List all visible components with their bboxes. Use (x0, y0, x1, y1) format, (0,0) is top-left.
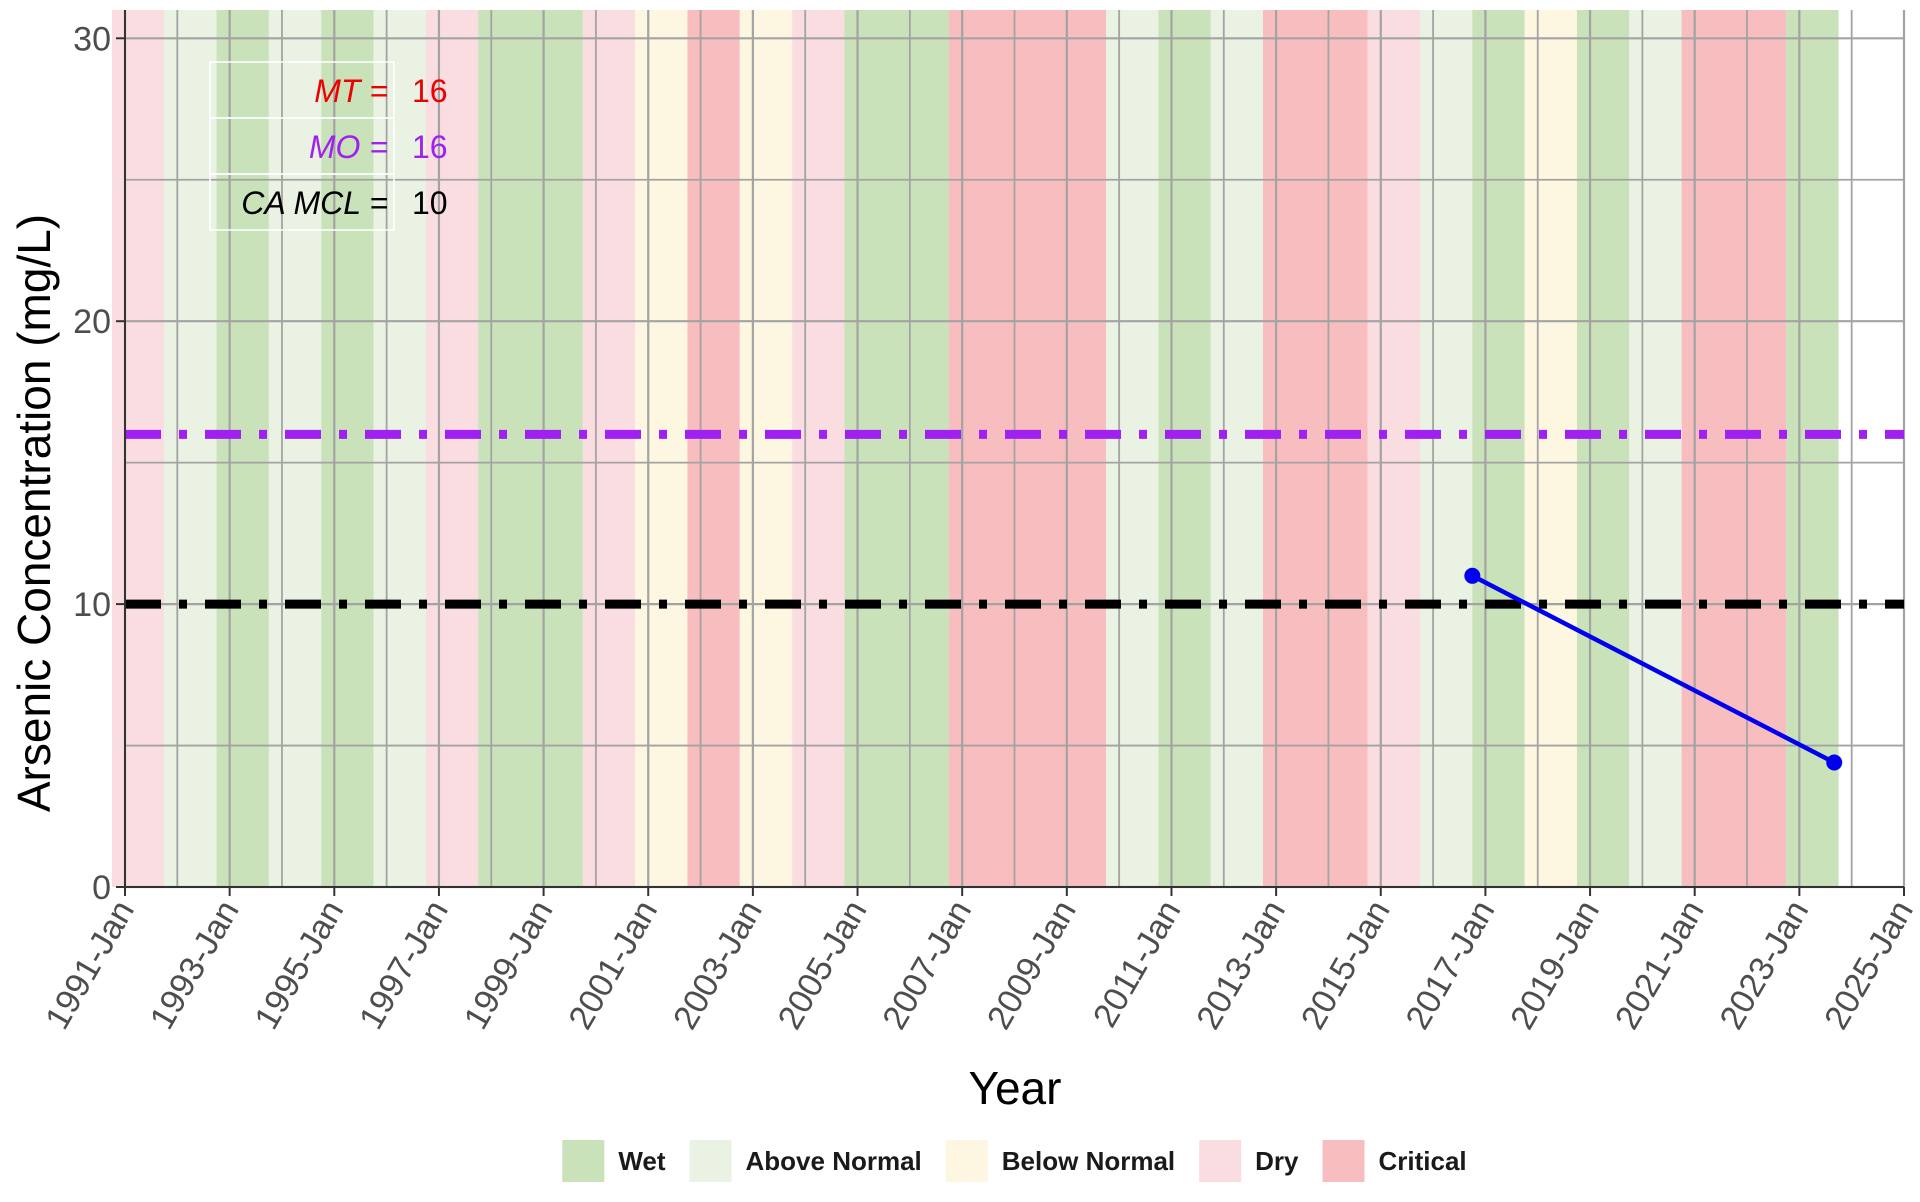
annotation-label: CA MCL = (241, 185, 388, 221)
x-tick-label: 2007-Jan (875, 894, 979, 1036)
annotation-cell (209, 173, 395, 231)
x-tick-label: 2001-Jan (561, 894, 665, 1036)
x-tick-label: 1993-Jan (143, 894, 247, 1036)
threshold-annotations: MT = 16 MO = 16 CA MCL = 10 (209, 61, 448, 231)
annotation-value: 10 (412, 185, 448, 221)
annotation-value: 16 (412, 129, 448, 165)
band-dry (1367, 10, 1421, 887)
band-dry (792, 10, 845, 887)
band-above-normal (164, 10, 217, 887)
x-tick-label: 2017-Jan (1399, 894, 1503, 1036)
legend-key-critical (1322, 1140, 1365, 1182)
band-above-normal (1420, 10, 1473, 887)
y-tick-label: 10 (73, 586, 111, 624)
data-series (1464, 567, 1843, 771)
band-below-normal (739, 10, 793, 887)
band-wet (1158, 10, 1211, 887)
x-tick-label: 1995-Jan (247, 894, 351, 1036)
x-tick-label: 1997-Jan (352, 894, 456, 1036)
series-line (1471, 573, 1836, 765)
legend-label: Dry (1255, 1146, 1299, 1176)
band-dry (111, 10, 165, 887)
x-axis-title: Year (969, 1062, 1062, 1114)
legend-key-dry (1199, 1140, 1242, 1182)
band-critical (1263, 10, 1368, 887)
data-point (1826, 754, 1843, 771)
annotation-value: 16 (412, 73, 448, 109)
band-above-normal (373, 10, 426, 887)
x-tick-label: 2013-Jan (1189, 894, 1293, 1036)
annotation-label: MO = (309, 129, 388, 165)
band-wet (216, 10, 269, 887)
band-wet (1472, 10, 1525, 887)
legend-key-below-normal (945, 1140, 988, 1182)
x-tick-label: 2009-Jan (980, 894, 1084, 1036)
band-dry (425, 10, 479, 887)
band-critical (949, 10, 1107, 887)
x-tick-label: 1991-Jan (38, 894, 142, 1036)
legend-label: Critical (1379, 1146, 1467, 1176)
band-above-normal (1210, 10, 1264, 887)
y-tick-label: 20 (73, 303, 111, 341)
x-tick-label: 2015-Jan (1294, 894, 1398, 1036)
band-above-normal (1629, 10, 1682, 887)
legend-label: Wet (618, 1146, 666, 1176)
band-critical (687, 10, 740, 887)
band-wet (321, 10, 374, 887)
y-tick-label: 0 (92, 869, 111, 907)
x-tick-label: 2025-Jan (1817, 894, 1920, 1036)
band-critical (1681, 10, 1787, 887)
annotation-label: MT = (314, 73, 388, 109)
band-wet (1576, 10, 1630, 887)
band-wet (844, 10, 950, 887)
data-point (1464, 567, 1481, 584)
band-below-normal (635, 10, 688, 887)
legend-key-above-normal (689, 1140, 732, 1182)
band-dry (582, 10, 636, 887)
y-axis-title: Arsenic Concentration (mg/L) (8, 214, 60, 812)
grid-lines (123, 10, 1906, 889)
reference-lines (125, 429, 1904, 609)
legend-label: Below Normal (1002, 1146, 1175, 1176)
x-tick-label: 1999-Jan (457, 894, 561, 1036)
band-above-normal (268, 10, 322, 887)
water-year-bands (111, 10, 1839, 887)
x-tick-label: 2021-Jan (1608, 894, 1712, 1036)
x-tick-label: 2023-Jan (1712, 894, 1816, 1036)
band-above-normal (1106, 10, 1159, 887)
band-wet (478, 10, 583, 887)
y-tick-label: 30 (73, 20, 111, 58)
legend-key-wet (562, 1140, 605, 1182)
legend: Wet Above Normal Below Normal Dry Critical (562, 1140, 1467, 1182)
x-tick-label: 2005-Jan (771, 894, 875, 1036)
x-tick-label: 2019-Jan (1503, 894, 1607, 1036)
x-tick-label: 2011-Jan (1086, 894, 1189, 1034)
x-tick-label: 2003-Jan (666, 894, 770, 1036)
legend-label: Above Normal (746, 1146, 922, 1176)
band-below-normal (1524, 10, 1577, 887)
